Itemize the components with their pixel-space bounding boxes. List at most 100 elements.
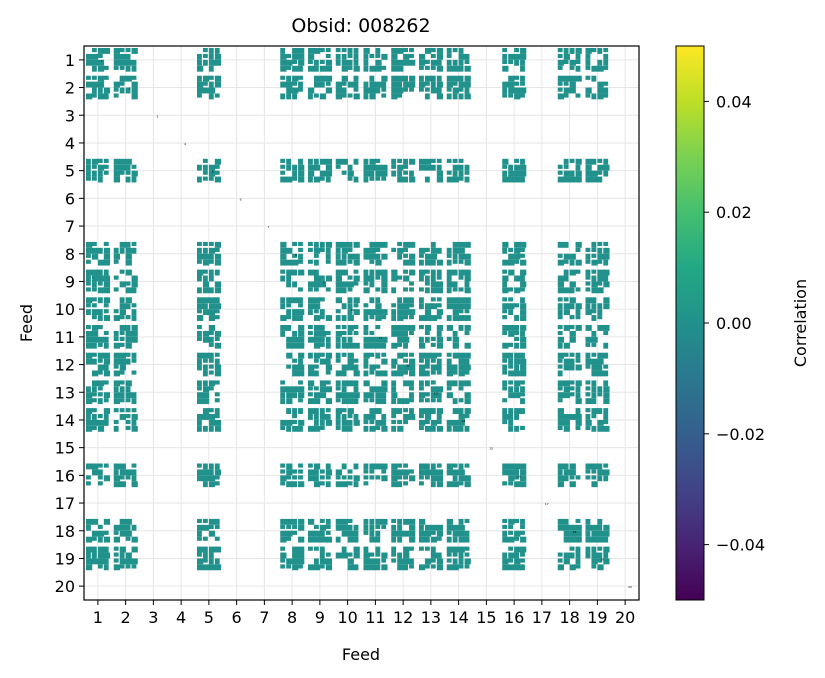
heatmap-cell (514, 158, 519, 163)
heatmap-cell (347, 530, 354, 537)
heatmap-cell (397, 315, 404, 321)
heatmap-cell (603, 303, 610, 310)
heatmap-cell (502, 170, 508, 177)
heatmap-cell (403, 176, 408, 183)
heatmap-cell (214, 170, 220, 175)
heatmap-cell (325, 352, 333, 359)
heatmap-cell (103, 564, 109, 571)
heatmap-cell (341, 303, 347, 310)
heatmap-cell (308, 463, 313, 468)
heatmap-cell (464, 364, 471, 371)
heatmap-cell (419, 475, 424, 480)
heatmap-cell (603, 158, 609, 165)
heatmap-cell (86, 408, 93, 414)
heatmap-cell (508, 524, 514, 529)
heatmap-cell (341, 352, 347, 357)
heatmap-cell (353, 392, 360, 399)
heatmap-cell (563, 463, 569, 470)
heatmap-cell (214, 536, 220, 541)
heatmap-cell (103, 241, 109, 247)
y-tick-label: 6 (65, 189, 75, 208)
heatmap-cell (280, 475, 287, 482)
heatmap-cell (391, 247, 397, 252)
heatmap-cell (419, 425, 424, 431)
heatmap-cell (91, 297, 97, 302)
heatmap-cell (585, 75, 591, 80)
heatmap-cell (424, 370, 430, 377)
heatmap-cell (446, 65, 453, 72)
heatmap-cell (335, 469, 342, 476)
heatmap-cell (430, 315, 438, 321)
heatmap-cell (603, 81, 609, 86)
heatmap-cell (97, 358, 103, 363)
heatmap-cell (591, 481, 598, 488)
heatmap-cell (436, 303, 442, 308)
heatmap-cell (286, 524, 292, 529)
heatmap-cell (597, 564, 604, 571)
y-axis-label: Feed (17, 304, 36, 342)
heatmap-cell (452, 530, 459, 537)
heatmap-cell (375, 59, 382, 66)
heatmap-cell (403, 564, 408, 571)
heatmap-cell (446, 552, 452, 557)
heatmap-cell (569, 564, 576, 571)
heatmap-cell (125, 419, 131, 425)
heatmap-cell (381, 392, 387, 399)
heatmap-cell (458, 352, 465, 359)
heatmap-cell (403, 552, 410, 559)
heatmap-cell (363, 81, 369, 88)
heatmap-cell (391, 546, 397, 553)
heatmap-cell (591, 170, 598, 177)
heatmap-cell (335, 281, 342, 288)
heatmap-cell (424, 392, 430, 397)
heatmap-cell (585, 518, 591, 525)
heatmap-cell (397, 65, 404, 72)
heatmap-cell (197, 53, 202, 60)
heatmap-cell (508, 309, 514, 316)
heatmap-cell (208, 370, 214, 375)
heatmap-cell (313, 398, 321, 405)
heatmap-cell (430, 241, 436, 248)
heatmap-cell (452, 315, 459, 321)
heatmap-cell (308, 414, 313, 420)
heatmap-cell (585, 530, 591, 537)
heatmap-cell (424, 275, 430, 282)
heatmap-cell (464, 552, 470, 557)
heatmap-cell (585, 342, 591, 347)
heatmap-cell (597, 241, 603, 247)
heatmap-cell (308, 303, 315, 310)
heatmap-cell (286, 518, 293, 525)
heatmap-cell (575, 530, 582, 537)
heatmap-cell (403, 309, 410, 316)
heatmap-cell (391, 158, 397, 165)
heatmap-cell (292, 358, 297, 363)
heatmap-cell (458, 247, 465, 254)
heatmap-cell (409, 253, 416, 260)
heatmap-cell (419, 530, 426, 537)
heatmap-cell (585, 269, 591, 276)
heatmap-cell (563, 48, 569, 54)
heatmap-cell (91, 414, 97, 420)
heatmap-cell (298, 287, 303, 292)
heatmap-cell (286, 297, 293, 304)
heatmap-cell (514, 81, 519, 86)
heatmap-cell (430, 419, 438, 426)
heatmap-cell (131, 170, 138, 177)
heatmap-cell (208, 358, 214, 363)
heatmap-cell (353, 364, 359, 371)
heatmap-cell (464, 164, 470, 171)
x-tick-label: 14 (448, 608, 468, 627)
heatmap-cell (125, 398, 131, 403)
heatmap-cell (446, 269, 453, 276)
heatmap-cell (298, 176, 305, 183)
heatmap-cell (520, 481, 527, 488)
heatmap-cell (520, 253, 525, 258)
heatmap-cell (131, 87, 138, 94)
heatmap-cell (458, 93, 464, 100)
heatmap-cell (508, 536, 515, 543)
heatmap-cell (280, 481, 286, 486)
heatmap-cell (436, 164, 442, 171)
heatmap-cell (313, 352, 321, 359)
heatmap-cell (353, 241, 360, 248)
heatmap-cell (597, 281, 603, 286)
